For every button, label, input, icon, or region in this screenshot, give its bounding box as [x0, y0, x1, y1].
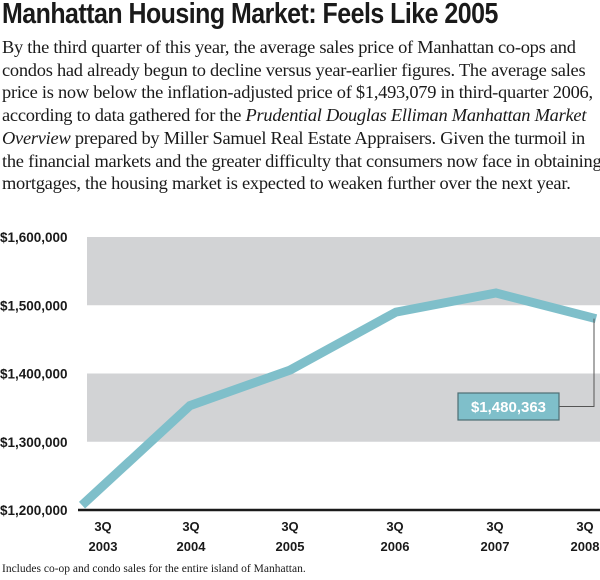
- y-tick-label: $1,300,000: [0, 435, 68, 450]
- callout-leader-line: [559, 318, 595, 407]
- x-tick-label: 3Q 2007: [481, 519, 510, 554]
- footnote: Includes co-op and condo sales for the e…: [2, 563, 306, 575]
- y-axis-labels: $1,600,000 $1,500,000 $1,400,000 $1,300,000…: [0, 230, 68, 518]
- callout-value-label: $1,480,363: [471, 399, 546, 416]
- series-line-average-price: [78, 288, 598, 509]
- price-line-chart: $1,600,000 $1,500,000 $1,400,000 $1,300,000…: [0, 230, 600, 554]
- page-title: Manhattan Housing Market: Feels Like 200…: [2, 0, 498, 30]
- intro-text-2: prepared by Miller Samuel Real Estate Ap…: [2, 127, 600, 194]
- y-tick-label: $1,500,000: [0, 298, 68, 313]
- x-tick-label: 3Q 2008: [571, 519, 600, 554]
- y-tick-label: $1,200,000: [0, 503, 68, 518]
- intro-paragraph: By the third quarter of this year, the a…: [2, 36, 600, 195]
- shaded-band: [87, 237, 600, 306]
- x-tick-label: 3Q 2003: [89, 519, 118, 554]
- y-tick-label: $1,400,000: [0, 367, 68, 382]
- value-callout: $1,480,363: [457, 318, 595, 421]
- y-tick-label: $1,600,000: [0, 230, 68, 245]
- intro-text-1: By the third quarter of this year, the a…: [2, 37, 593, 126]
- callout-box: [457, 392, 560, 421]
- x-axis-labels: 3Q 2003 3Q 2004 3Q 2005 3Q 2006 3Q 2007 3Q 2008: [89, 519, 600, 554]
- x-tick-label: 3Q 2005: [276, 519, 305, 554]
- x-tick-label: 3Q 2004: [177, 519, 207, 554]
- x-tick-label: 3Q 2006: [381, 519, 410, 554]
- publication-title: Prudential Douglas Elliman Manhattan Mar…: [2, 105, 587, 148]
